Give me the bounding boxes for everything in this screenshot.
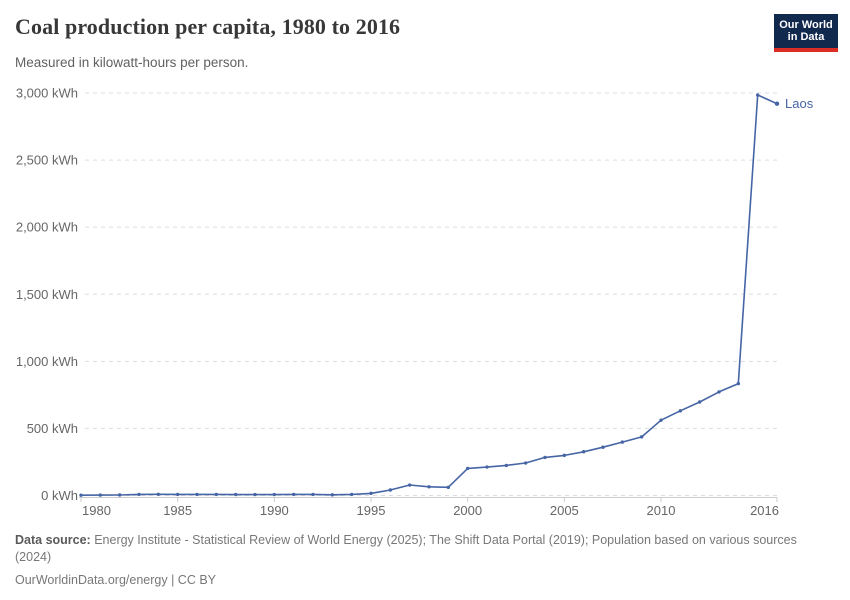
chart-footer: Data source: Energy Institute - Statisti…	[15, 532, 820, 589]
data-point-laos-2016[interactable]	[774, 101, 780, 106]
data-point-laos-1998[interactable]	[427, 485, 431, 489]
data-source-label: Data source:	[15, 533, 95, 547]
data-point-laos-2008[interactable]	[620, 440, 625, 444]
data-point-laos-1991[interactable]	[291, 492, 296, 497]
x-tick-label-2016: 2016	[750, 503, 779, 518]
data-point-laos-1981[interactable]	[98, 493, 103, 497]
x-tick-label-2000: 2000	[453, 503, 482, 518]
owid-logo-line1: Our World	[779, 18, 833, 31]
data-point-laos-1990[interactable]	[272, 492, 277, 497]
x-tick-label-1980: 1980	[82, 503, 111, 518]
y-tick-label-2500: 2,500 kWh	[16, 153, 78, 168]
data-point-laos-2009[interactable]	[639, 435, 644, 439]
x-tick-label-2005: 2005	[550, 503, 579, 518]
data-point-laos-1994[interactable]	[349, 492, 354, 497]
y-tick-label-1500: 1,500 kWh	[16, 287, 78, 302]
data-source-text: Energy Institute - Statistical Review of…	[15, 533, 797, 564]
data-point-laos-2013[interactable]	[717, 390, 721, 394]
data-source-line: Data source: Energy Institute - Statisti…	[15, 532, 820, 566]
data-point-laos-2011[interactable]	[678, 409, 683, 413]
data-point-laos-2010[interactable]	[659, 418, 663, 422]
data-point-laos-1995[interactable]	[369, 491, 373, 496]
chart-subtitle: Measured in kilowatt-hours per person.	[15, 55, 249, 70]
data-point-laos-2003[interactable]	[523, 461, 528, 465]
owid-logo-line2: in Data	[787, 31, 825, 43]
y-tick-label-2000: 2,000 kWh	[16, 220, 78, 235]
chart-title: Coal production per capita, 1980 to 2016	[15, 14, 401, 39]
y-tick-label-1000: 1,000 kWh	[16, 354, 78, 369]
data-point-laos-1987[interactable]	[214, 492, 219, 497]
data-point-laos-1988[interactable]	[233, 492, 238, 497]
owid-logo[interactable]: Our World in Data	[774, 14, 838, 52]
data-point-laos-2005[interactable]	[562, 453, 567, 458]
data-point-laos-1997[interactable]	[407, 483, 412, 487]
x-tick-label-1985: 1985	[163, 503, 192, 518]
x-tick-label-1990: 1990	[260, 503, 289, 518]
line-chart-canvas[interactable]: 0 kWh 500 kWh 1,000 kWh 1,500 kWh 2,000 kWh 2…	[0, 78, 850, 528]
data-point-laos-1986[interactable]	[195, 492, 199, 497]
y-tick-label-500: 500 kWh	[27, 421, 78, 436]
data-point-laos-2014[interactable]	[736, 381, 741, 386]
data-point-laos-2000[interactable]	[465, 466, 470, 471]
data-point-laos-1999[interactable]	[446, 485, 451, 490]
data-point-laos-1985[interactable]	[175, 492, 180, 497]
data-point-laos-1983[interactable]	[137, 492, 141, 497]
data-point-laos-1992[interactable]	[311, 492, 315, 497]
series-line-laos[interactable]	[80, 94, 778, 497]
x-tick-label-2010: 2010	[647, 503, 676, 518]
data-point-laos-2004[interactable]	[543, 455, 547, 460]
data-point-laos-2001[interactable]	[485, 465, 489, 469]
data-point-laos-1989[interactable]	[253, 492, 257, 497]
data-point-laos-2015[interactable]	[755, 93, 760, 97]
x-tick-label-1995: 1995	[357, 503, 386, 518]
y-tick-label-0: 0 kWh	[41, 488, 78, 503]
license-line[interactable]: OurWorldinData.org/energy | CC BY	[15, 573, 217, 587]
data-point-laos-1980[interactable]	[79, 493, 83, 497]
data-point-laos-2006[interactable]	[581, 450, 586, 454]
data-point-laos-2012[interactable]	[697, 400, 702, 404]
data-point-laos-1993[interactable]	[330, 493, 335, 497]
data-point-laos-1996[interactable]	[388, 488, 393, 492]
data-point-laos-2002[interactable]	[504, 463, 509, 468]
series-end-label-laos[interactable]: Laos	[785, 96, 814, 111]
y-tick-label-3000: 3,000 kWh	[16, 86, 78, 101]
data-point-laos-1982[interactable]	[117, 493, 122, 497]
data-point-laos-2007[interactable]	[601, 445, 605, 449]
data-point-laos-1984[interactable]	[156, 492, 161, 496]
